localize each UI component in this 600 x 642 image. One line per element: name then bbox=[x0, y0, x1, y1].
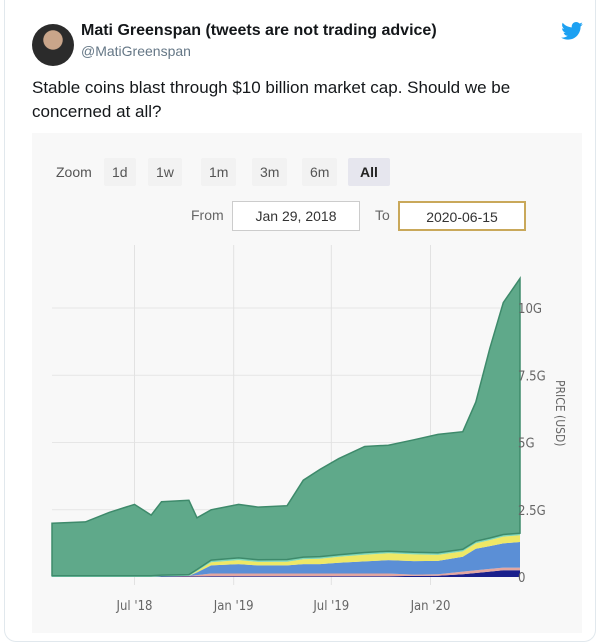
zoom-1d-button[interactable]: 1d bbox=[104, 158, 136, 186]
y-tick-label: 10G bbox=[518, 302, 542, 317]
author-handle[interactable]: @MatiGreenspan bbox=[81, 43, 191, 59]
area-series-0 bbox=[52, 570, 520, 577]
x-tick-label: Jul '18 bbox=[116, 599, 153, 614]
to-label: To bbox=[375, 207, 390, 223]
y-axis-label: PRICE (USD) bbox=[553, 380, 567, 446]
area-series-5 bbox=[51, 275, 521, 577]
y-tick-label: 7.5G bbox=[518, 369, 546, 384]
tweet-text: Stable coins blast through $10 billion m… bbox=[32, 78, 511, 121]
avatar[interactable] bbox=[32, 24, 74, 66]
y-tick-label: 2.5G bbox=[518, 504, 546, 519]
author-name[interactable]: Mati Greenspan (tweets are not trading a… bbox=[81, 22, 437, 39]
area-series-1 bbox=[52, 567, 520, 577]
x-tick-label: Jan '19 bbox=[213, 599, 254, 614]
y-tick-label: 5G bbox=[518, 437, 535, 452]
y-tick-label: 0 bbox=[518, 571, 525, 586]
from-date-input[interactable]: Jan 29, 2018 bbox=[232, 201, 360, 231]
zoom-1w-button[interactable]: 1w bbox=[148, 158, 182, 186]
zoom-all-button[interactable]: All bbox=[348, 158, 390, 186]
x-tick-label: Jul '19 bbox=[312, 599, 349, 614]
zoom-3m-button[interactable]: 3m bbox=[252, 158, 288, 186]
from-label: From bbox=[191, 207, 224, 223]
area-series-3 bbox=[52, 535, 520, 577]
zoom-6m-button[interactable]: 6m bbox=[302, 158, 338, 186]
twitter-bird-icon[interactable] bbox=[561, 22, 583, 40]
area-series-2 bbox=[52, 542, 520, 577]
zoom-1m-button[interactable]: 1m bbox=[201, 158, 237, 186]
to-date-input[interactable]: 2020-06-15 bbox=[398, 201, 526, 231]
x-tick-label: Jan '20 bbox=[410, 599, 451, 614]
zoom-label: Zoom bbox=[56, 164, 92, 180]
